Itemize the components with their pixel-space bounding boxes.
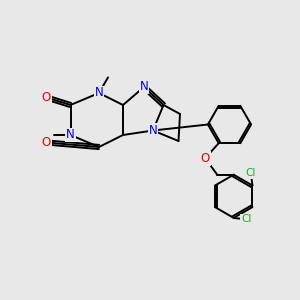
Text: Cl: Cl [241, 214, 251, 224]
Text: N: N [148, 124, 158, 137]
Text: O: O [42, 91, 51, 104]
Text: N: N [140, 80, 148, 94]
Text: O: O [42, 136, 51, 149]
Text: N: N [66, 128, 75, 142]
Text: Cl: Cl [246, 168, 256, 178]
Text: N: N [94, 86, 103, 100]
Text: O: O [201, 152, 210, 165]
